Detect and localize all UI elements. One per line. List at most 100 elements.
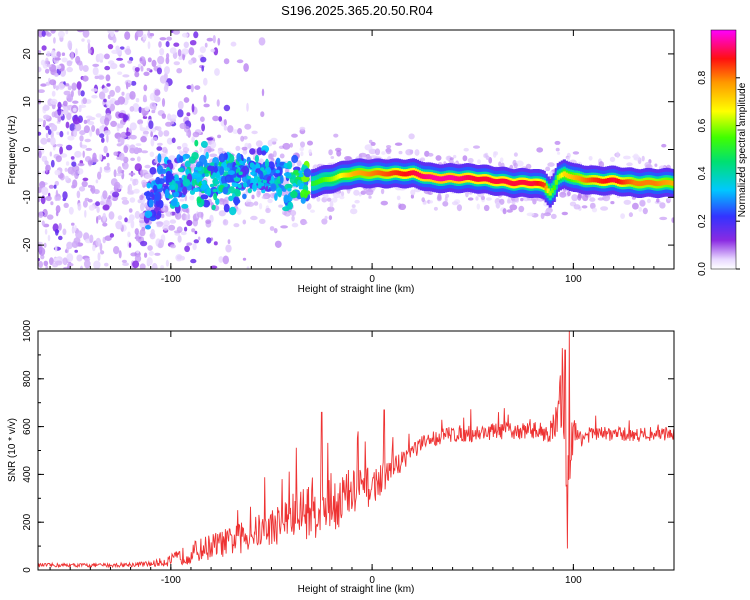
noise-speck [132,260,140,269]
y-tick-label: 10 [22,96,33,108]
signal-blob [146,182,152,189]
noise-speck [55,85,59,91]
halo-speck [162,224,170,231]
halo-speck [260,111,265,118]
noise-speck [121,259,127,263]
ridge-cell [568,174,572,179]
halo-speck [269,226,275,231]
halo-speck [326,197,332,202]
noise-speck [81,38,85,42]
noise-speck [72,129,78,138]
ridge-cell [554,180,558,185]
noise-speck [67,40,73,50]
noise-speck [216,99,220,107]
halo-speck [465,190,469,198]
noise-speck [156,67,162,75]
noise-speck [103,156,106,160]
noise-speck [97,53,105,61]
noise-speck [206,237,212,244]
noise-speck [156,146,163,151]
noise-speck [170,244,176,249]
ridge-cell [663,180,667,185]
noise-speck [49,151,52,157]
ridge-cell [492,178,496,184]
noise-speck [151,59,157,67]
halo-speck [499,157,504,163]
noise-speck [106,162,110,167]
signal-blob [148,199,154,208]
halo-speck [217,134,222,139]
halo-speck [197,211,204,218]
noise-speck [259,218,266,224]
noise-speck [166,36,173,41]
noise-speck [38,211,44,218]
signal-blob [181,203,189,209]
colorbar-label: Normalized spectral amplitude [737,82,748,217]
ridge-cell [415,171,419,177]
noise-speck [128,242,132,248]
ridge-cell [649,180,653,185]
noise-speck [130,157,136,161]
noise-speck [128,172,136,176]
noise-speck [121,91,125,96]
halo-speck [165,211,173,217]
halo-speck [436,195,442,202]
ridge-cell [550,188,554,193]
ridge-cell [655,181,659,187]
noise-speck [54,229,60,234]
noise-speck [45,125,50,131]
ridge-cell [476,177,480,182]
signal-peak [210,162,215,166]
noise-speck [186,85,192,90]
noise-speck [78,186,86,192]
halo-speck [554,140,561,145]
noise-speck [91,125,96,132]
noise-speck [49,79,57,86]
ridge-cell [484,176,488,182]
noise-speck [72,100,79,104]
signal-peak [298,170,303,174]
ridge-cell [625,179,629,185]
ridge-cell [560,172,564,178]
noise-speck [121,196,128,201]
ridge-cell [651,180,655,186]
noise-speck [67,85,72,91]
halo-speck [335,147,342,152]
halo-speck [639,199,646,207]
noise-speck [75,55,81,64]
noise-speck [43,119,46,126]
noise-speck [121,199,130,205]
signal-blob [143,191,151,197]
ridge-cell [339,173,343,178]
noise-speck [50,30,56,34]
noise-speck [78,104,82,113]
noise-speck [60,153,68,158]
noise-speck [63,202,69,208]
noise-speck [218,116,223,122]
halo-speck [456,204,462,212]
halo-speck [207,148,215,152]
noise-speck [38,145,41,150]
halo-speck [192,131,200,138]
halo-speck [296,160,302,167]
halo-speck [386,145,392,149]
noise-speck [74,150,82,158]
ridge-cell [355,170,359,176]
halo-speck [380,200,388,206]
noise-speck [134,71,140,78]
noise-speck [169,47,177,54]
ridge-cell [345,172,349,178]
signal-blob [155,176,161,185]
noise-speck [109,233,115,238]
noise-speck [84,257,91,262]
noise-speck [103,166,111,171]
halo-speck [307,140,313,146]
noise-speck [213,47,219,56]
halo-speck [427,152,434,157]
noise-speck [144,252,148,258]
halo-speck [310,209,315,213]
halo-speck [290,210,297,216]
ridge-cell [419,173,423,179]
noise-speck [133,188,140,194]
noise-speck [85,115,93,119]
